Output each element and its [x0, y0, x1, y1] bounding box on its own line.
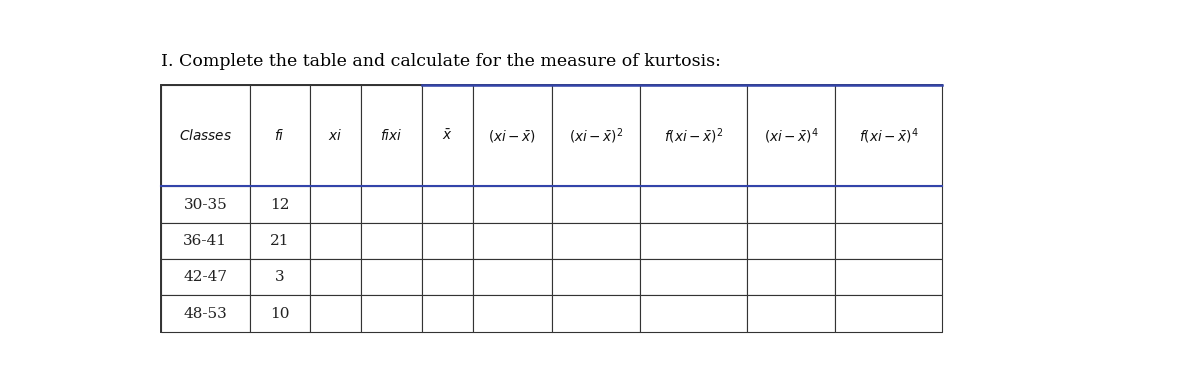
Bar — [250, 186, 310, 223]
Bar — [552, 223, 640, 259]
Bar — [640, 223, 748, 259]
Bar — [421, 186, 473, 223]
Bar — [250, 296, 310, 332]
Text: $(\mathit{xi}-\bar{x})^{2}$: $(\mathit{xi}-\bar{x})^{2}$ — [569, 126, 623, 146]
Bar — [552, 296, 640, 332]
Bar — [748, 223, 835, 259]
Bar — [310, 259, 361, 296]
Text: $f(\mathit{xi}-\bar{x})^{2}$: $f(\mathit{xi}-\bar{x})^{2}$ — [664, 126, 724, 146]
Text: $\mathit{fixi}$: $\mathit{fixi}$ — [380, 128, 402, 144]
Text: 42-47: 42-47 — [184, 270, 227, 284]
Bar — [748, 296, 835, 332]
Bar — [640, 86, 748, 186]
Bar — [310, 296, 361, 332]
Text: 10: 10 — [270, 307, 289, 321]
Bar — [361, 186, 421, 223]
Bar — [640, 186, 748, 223]
Bar — [835, 86, 942, 186]
Bar — [473, 259, 552, 296]
Bar — [310, 186, 361, 223]
Bar — [250, 86, 310, 186]
Bar — [421, 259, 473, 296]
Text: $(\mathit{xi}-\bar{x})$: $(\mathit{xi}-\bar{x})$ — [488, 128, 536, 144]
Bar — [640, 259, 748, 296]
Bar — [473, 86, 552, 186]
Bar — [161, 86, 250, 186]
Text: 36-41: 36-41 — [184, 234, 227, 248]
Bar — [421, 223, 473, 259]
Text: $(\mathit{xi}-\bar{x})^{4}$: $(\mathit{xi}-\bar{x})^{4}$ — [763, 126, 818, 146]
Bar — [161, 296, 250, 332]
Bar — [835, 186, 942, 223]
Bar — [361, 259, 421, 296]
Bar — [640, 296, 748, 332]
Bar — [748, 259, 835, 296]
Bar — [421, 296, 473, 332]
Text: I. Complete the table and calculate for the measure of kurtosis:: I. Complete the table and calculate for … — [161, 53, 721, 70]
Bar — [310, 86, 361, 186]
Bar — [161, 86, 942, 332]
Bar — [552, 86, 640, 186]
Bar — [310, 223, 361, 259]
Bar — [161, 259, 250, 296]
Bar — [250, 259, 310, 296]
Bar — [552, 186, 640, 223]
Bar — [835, 259, 942, 296]
Text: $f(\mathit{xi}-\bar{x})^{4}$: $f(\mathit{xi}-\bar{x})^{4}$ — [859, 126, 919, 146]
Bar — [161, 223, 250, 259]
Bar — [361, 296, 421, 332]
Bar — [421, 86, 473, 186]
Bar — [161, 186, 250, 223]
Text: 12: 12 — [270, 197, 289, 211]
Bar — [552, 259, 640, 296]
Text: 3: 3 — [275, 270, 284, 284]
Bar — [473, 186, 552, 223]
Text: $\mathit{fi}$: $\mathit{fi}$ — [275, 128, 284, 144]
Bar — [473, 223, 552, 259]
Text: 21: 21 — [270, 234, 289, 248]
Bar — [835, 223, 942, 259]
Bar — [835, 296, 942, 332]
Bar — [361, 223, 421, 259]
Text: $\bar{x}$: $\bar{x}$ — [442, 128, 452, 143]
Text: 48-53: 48-53 — [184, 307, 227, 321]
Bar — [748, 86, 835, 186]
Bar — [473, 296, 552, 332]
Text: $\mathit{Classes}$: $\mathit{Classes}$ — [179, 128, 232, 144]
Text: 30-35: 30-35 — [184, 197, 227, 211]
Bar — [748, 186, 835, 223]
Text: $\mathit{xi}$: $\mathit{xi}$ — [329, 128, 343, 144]
Bar — [361, 86, 421, 186]
Bar — [250, 223, 310, 259]
